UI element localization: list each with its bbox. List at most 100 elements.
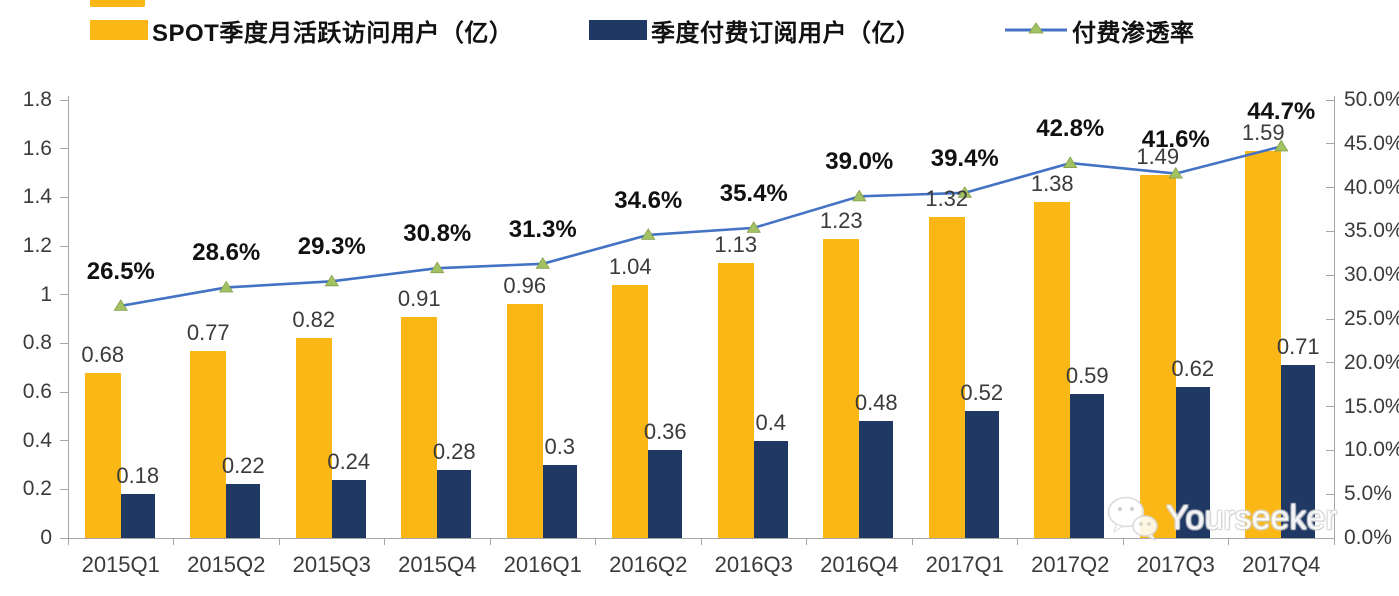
x-axis-category-label: 2016Q3: [714, 552, 793, 577]
penetration-value-label: 39.0%: [825, 148, 894, 176]
left-axis-tick: [60, 196, 68, 198]
subscriber-bar: [859, 421, 894, 538]
left-axis-tick-label: 0.8: [22, 331, 52, 355]
bottom-axis-tick: [173, 538, 174, 545]
bottom-axis-tick: [911, 538, 913, 545]
mau-bar-value-label: 1.32: [925, 185, 969, 211]
penetration-marker: [430, 261, 445, 274]
right-axis-tick: [1326, 99, 1334, 101]
subscriber-bar: [1175, 387, 1210, 538]
wechat-icon: [1107, 496, 1158, 542]
mau-bar: [612, 284, 649, 538]
watermark-text: Yourseeker: [1166, 498, 1337, 537]
bottom-axis-tick: [700, 538, 702, 545]
penetration-marker: [324, 274, 339, 287]
right-axis-tick-label: 10.0%: [1344, 438, 1399, 462]
bottom-axis-tick: [489, 538, 491, 545]
penetration-marker: [641, 228, 656, 240]
mau-bar: [717, 263, 754, 538]
left-axis-tick: [60, 537, 68, 539]
left-axis-tick: [60, 440, 68, 442]
x-axis-category-label: 2015Q3: [292, 552, 371, 577]
subscriber-bar: [1281, 365, 1316, 538]
penetration-value-label: 35.4%: [719, 179, 788, 207]
x-axis-category-label: 2016Q1: [503, 552, 582, 577]
mau-bar-value-label: 1.23: [819, 207, 863, 233]
right-axis-tick-label: 25.0%: [1344, 307, 1399, 330]
right-axis-tick: [1326, 230, 1334, 232]
penetration-value-label: 31.3%: [508, 215, 577, 243]
subscriber-bar-value-label: 0.48: [854, 390, 898, 416]
left-axis-tick-label: 0.2: [22, 477, 52, 501]
left-axis-tick-label: 1.8: [22, 88, 52, 111]
mau-bar-value-label: 0.68: [81, 341, 125, 367]
penetration-line: [120, 145, 1282, 308]
x-axis-category-label: 2015Q4: [398, 552, 477, 577]
bottom-axis-tick: [67, 538, 69, 545]
mau-bar-value-label: 0.77: [186, 319, 230, 345]
x-axis-category-label: 2017Q2: [1031, 552, 1110, 577]
subscriber-bar: [648, 450, 683, 538]
mau-bar-value-label: 0.82: [292, 307, 336, 333]
left-axis-tick: [60, 294, 68, 296]
legend-item-mau: SPOT季度月活跃访问用户（亿）: [90, 17, 513, 47]
mau-bar: [928, 216, 965, 538]
right-axis-tick: [1326, 143, 1334, 145]
subscriber-bar-value-label: 0.28: [432, 438, 476, 464]
subscriber-bar: [331, 479, 366, 538]
subscriber-bar-value-label: 0.36: [643, 419, 687, 445]
mau-bar-value-label: 0.91: [397, 285, 441, 311]
right-axis-tick: [1326, 493, 1334, 495]
left-axis-line: [68, 96, 69, 539]
bottom-axis-tick: [1017, 538, 1018, 545]
penetration-marker: [113, 299, 128, 311]
left-axis-tick-label: 1.6: [22, 136, 52, 160]
x-axis-category-label: 2015Q1: [81, 552, 160, 577]
mau-bar-value-label: 1.04: [608, 253, 652, 279]
subscriber-bar: [226, 484, 261, 538]
mau-bar-value-label: 0.96: [503, 273, 547, 299]
mau-bar: [295, 338, 332, 538]
left-axis-tick-label: 1: [40, 282, 52, 306]
right-axis-tick: [1326, 318, 1334, 320]
subscriber-bar: [542, 465, 577, 538]
left-axis-tick-label: 0.6: [22, 380, 52, 403]
bottom-axis-tick: [278, 538, 280, 545]
penetration-marker: [535, 257, 550, 269]
x-axis-category-label: 2015Q2: [187, 552, 266, 577]
bottom-axis-tick: [806, 538, 807, 545]
mau-bar-value-label: 1.38: [1030, 171, 1074, 197]
cutoff-legend-swatch: [90, 0, 145, 7]
x-axis-category-label: 2016Q2: [609, 552, 688, 577]
bottom-axis-tick: [384, 538, 385, 545]
watermark: Yourseeker: [1106, 494, 1337, 542]
left-axis-tick-label: 0: [40, 526, 52, 549]
mau-bar: [823, 238, 860, 538]
subscriber-bar: [964, 411, 999, 538]
subscriber-bar-value-label: 0.22: [221, 453, 265, 479]
legend-item-penetration: 付费渗透率: [1004, 17, 1195, 47]
left-axis-tick-label: 1.4: [22, 185, 52, 209]
right-axis-tick-label: 50.0%: [1344, 88, 1399, 111]
penetration-value-label: 26.5%: [86, 257, 155, 285]
x-axis-category-label: 2017Q1: [925, 552, 1004, 577]
line-marker-icon: [1005, 22, 1067, 34]
left-axis-tick: [60, 245, 68, 247]
right-axis-tick: [1326, 406, 1334, 408]
penetration-value-label: 28.6%: [192, 239, 261, 267]
subscriber-bar: [1070, 394, 1105, 538]
subscriber-bar: [437, 469, 472, 538]
right-axis-tick-label: 15.0%: [1344, 394, 1399, 418]
bottom-axis-tick: [1122, 538, 1124, 545]
penetration-value-label: 30.8%: [403, 220, 472, 248]
bottom-axis-tick: [1228, 538, 1229, 545]
subscribers-legend-label: 季度付费订阅用户（亿）: [651, 19, 921, 47]
subscriber-bar-value-label: 0.18: [116, 463, 160, 489]
subscriber-bar-value-label: 0.62: [1171, 356, 1215, 382]
penetration-marker: [746, 221, 761, 233]
right-axis-tick-label: 45.0%: [1344, 131, 1399, 155]
mau-bar-value-label: 1.13: [714, 232, 758, 258]
mau-bar: [190, 350, 227, 538]
legend-item-subscribers: 季度付费订阅用户（亿）: [589, 17, 921, 47]
